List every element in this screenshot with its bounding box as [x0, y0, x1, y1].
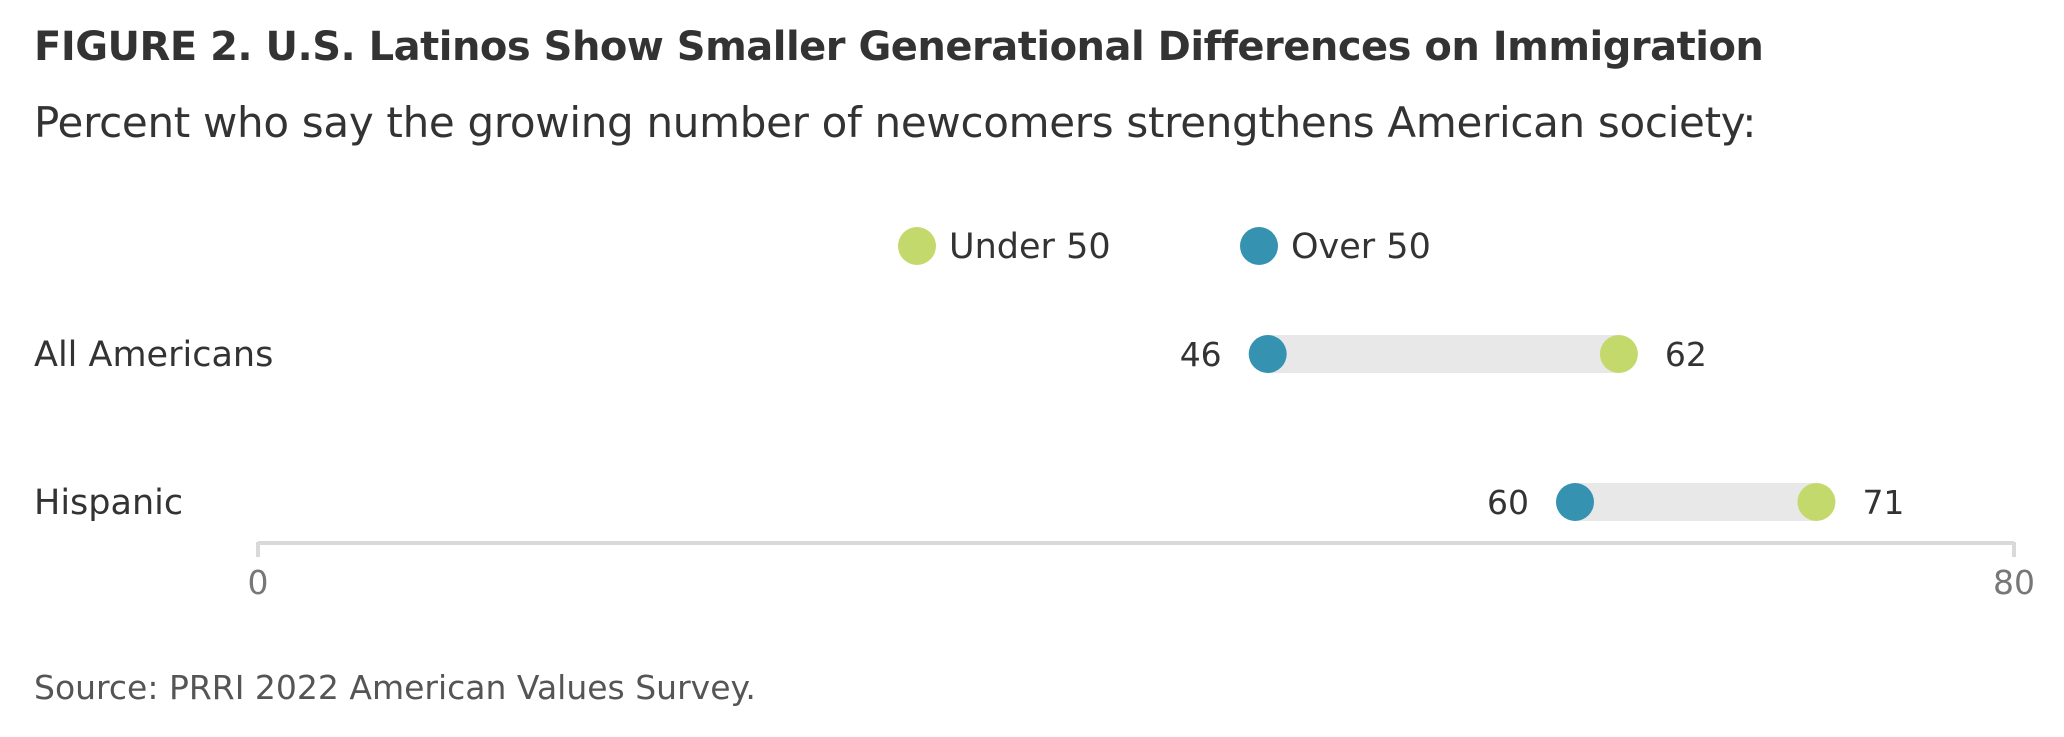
data-label-under-50: 62 [1665, 335, 1707, 374]
x-tick-label: 80 [1993, 563, 2035, 602]
source-note: Source: PRRI 2022 American Values Survey… [34, 668, 756, 707]
row-hispanic: Hispanic 60 71 [34, 483, 1904, 523]
x-axis: 0 80 [248, 541, 2035, 602]
chart-subtitle: Percent who say the growing number of ne… [34, 98, 1757, 147]
legend-marker-under-50 [898, 227, 936, 265]
category-label: All Americans [34, 335, 273, 375]
point-over-50 [1556, 483, 1594, 521]
legend-label-over-50: Over 50 [1291, 227, 1431, 267]
data-label-over-50: 60 [1487, 483, 1529, 522]
point-under-50 [1599, 335, 1638, 373]
legend-label-under-50: Under 50 [949, 227, 1111, 267]
x-tick-label: 0 [248, 563, 269, 602]
range-bar [1575, 483, 1817, 521]
data-label-under-50: 71 [1862, 483, 1904, 522]
data-label-over-50: 46 [1180, 335, 1222, 374]
point-under-50 [1797, 483, 1836, 521]
row-all-americans: All Americans 46 62 [34, 335, 1707, 375]
category-label: Hispanic [34, 483, 183, 523]
range-bar [1267, 335, 1619, 373]
point-over-50 [1248, 335, 1287, 373]
chart-title: FIGURE 2. U.S. Latinos Show Smaller Gene… [34, 24, 1764, 70]
legend-marker-over-50 [1240, 227, 1278, 265]
chart-rows: All Americans 46 62 Hispanic 60 71 [34, 335, 1904, 523]
legend: Under 50 Over 50 [898, 227, 1431, 267]
